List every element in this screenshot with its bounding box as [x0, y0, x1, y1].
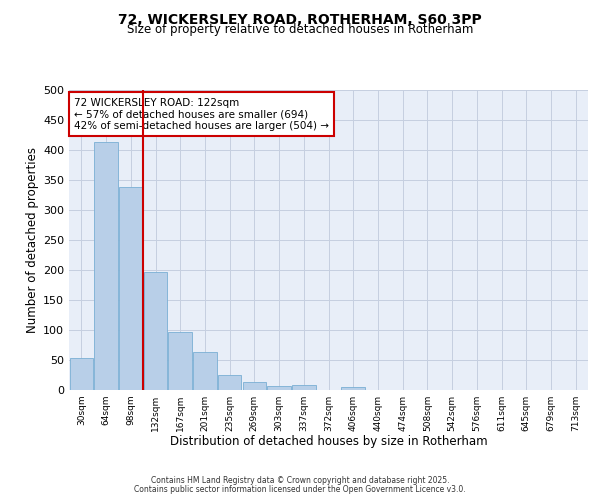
- Bar: [169, 332, 192, 390]
- Text: 72 WICKERSLEY ROAD: 122sqm
← 57% of detached houses are smaller (694)
42% of sem: 72 WICKERSLEY ROAD: 122sqm ← 57% of deta…: [74, 98, 329, 130]
- Bar: [341, 387, 365, 390]
- Text: 72, WICKERSLEY ROAD, ROTHERHAM, S60 3PP: 72, WICKERSLEY ROAD, ROTHERHAM, S60 3PP: [118, 12, 482, 26]
- Bar: [119, 186, 143, 390]
- Bar: [292, 384, 316, 390]
- Text: Contains HM Land Registry data © Crown copyright and database right 2025.: Contains HM Land Registry data © Crown c…: [151, 476, 449, 485]
- Bar: [70, 358, 93, 390]
- Bar: [218, 375, 241, 390]
- Bar: [242, 382, 266, 390]
- Bar: [144, 272, 167, 390]
- Y-axis label: Number of detached properties: Number of detached properties: [26, 147, 39, 333]
- X-axis label: Distribution of detached houses by size in Rotherham: Distribution of detached houses by size …: [170, 436, 487, 448]
- Bar: [268, 386, 291, 390]
- Bar: [94, 142, 118, 390]
- Text: Size of property relative to detached houses in Rotherham: Size of property relative to detached ho…: [127, 22, 473, 36]
- Bar: [193, 352, 217, 390]
- Text: Contains public sector information licensed under the Open Government Licence v3: Contains public sector information licen…: [134, 484, 466, 494]
